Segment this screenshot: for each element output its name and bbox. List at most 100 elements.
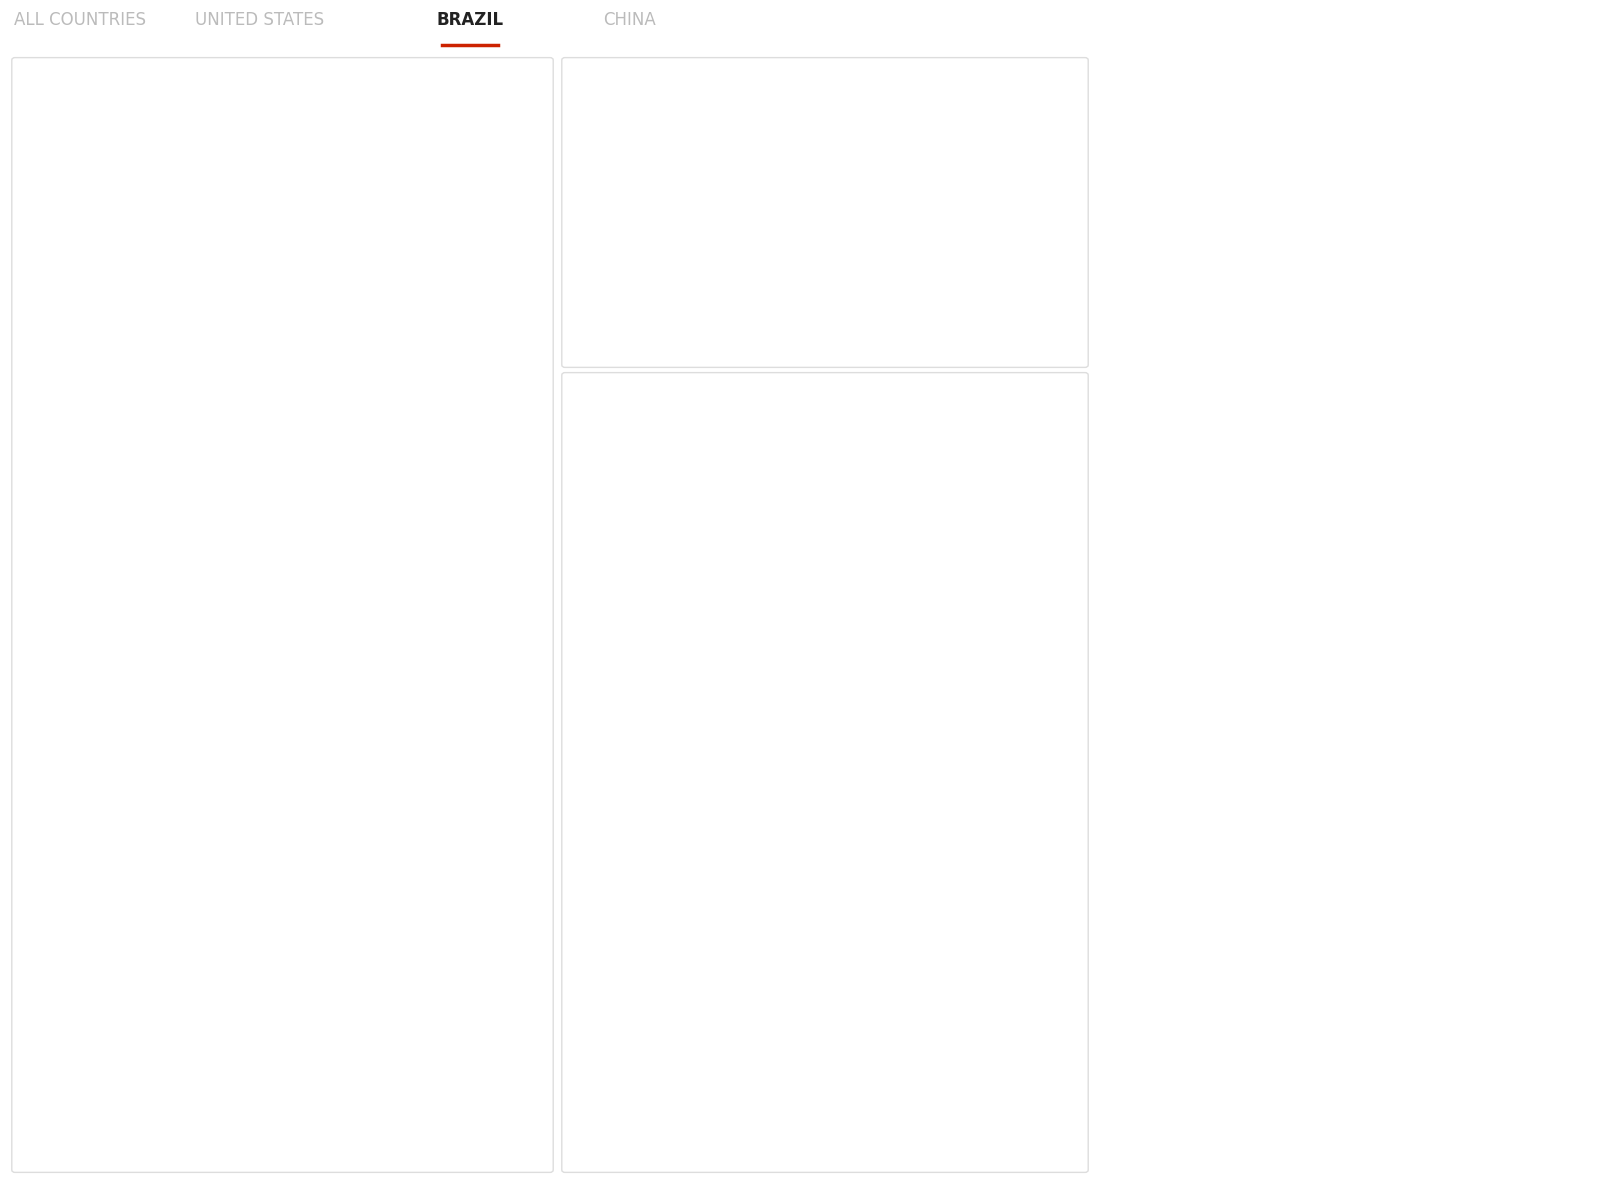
Bar	[128, 876, 141, 925]
Text: Cost: Cost	[302, 365, 338, 378]
Bar	[298, 859, 310, 876]
Bar	[222, 973, 235, 1153]
Bar	[608, 129, 808, 163]
Bar	[354, 859, 366, 909]
Bar	[523, 827, 536, 844]
Bar	[334, 876, 349, 892]
Bar	[410, 859, 424, 909]
Bar	[165, 941, 179, 950]
Bar	[146, 892, 160, 933]
Bar	[448, 909, 461, 941]
Bar	[448, 844, 461, 859]
Text: $23,731: $23,731	[725, 595, 782, 609]
Bar	[410, 770, 424, 844]
Bar	[184, 909, 197, 941]
Text: 16.1%: 16.1%	[894, 595, 942, 610]
Bar	[334, 958, 349, 1153]
Bar	[448, 941, 461, 1153]
Bar	[240, 859, 254, 876]
Bar	[203, 965, 216, 990]
Bar	[184, 941, 197, 1153]
Bar	[448, 762, 461, 844]
Bar	[53, 901, 66, 941]
Bar	[354, 844, 366, 859]
Bar	[203, 876, 216, 925]
Bar	[165, 982, 179, 1007]
Bar	[373, 925, 386, 933]
Bar	[354, 909, 366, 941]
Text: Sell-Thru Rate: Sell-Thru Rate	[586, 75, 750, 100]
Text: Revenue by Country: Revenue by Country	[586, 393, 826, 416]
Bar	[146, 958, 160, 1153]
Bar	[373, 965, 386, 990]
Text: 41.1%: 41.1%	[485, 364, 538, 380]
Text: CHINA: CHINA	[603, 11, 656, 29]
Bar	[90, 835, 104, 892]
Text: $67,804: $67,804	[725, 465, 782, 480]
Bar	[34, 762, 46, 827]
Bar	[315, 892, 330, 909]
Bar	[53, 950, 66, 982]
Text: 5.5%: 5.5%	[496, 313, 538, 327]
Bar	[410, 909, 424, 941]
Bar	[298, 795, 310, 859]
Bar	[165, 1007, 179, 1153]
Bar	[429, 958, 443, 1153]
Text: China: China	[574, 595, 619, 610]
Bar	[485, 827, 499, 844]
Bar	[467, 810, 480, 876]
Bar	[240, 787, 254, 859]
Bar	[315, 835, 330, 892]
Bar	[222, 950, 235, 973]
Bar	[70, 909, 85, 1153]
Bar	[109, 884, 122, 925]
Bar	[203, 990, 216, 1153]
Bar	[467, 958, 480, 1153]
Bar	[392, 835, 405, 892]
Bar	[523, 844, 536, 892]
Bar	[485, 844, 499, 892]
Bar	[334, 892, 349, 933]
Bar	[184, 844, 197, 859]
Bar	[222, 892, 235, 909]
Bar	[504, 803, 518, 819]
Bar	[259, 916, 274, 925]
Text: $42,746: $42,746	[725, 531, 782, 545]
Bar	[240, 876, 254, 925]
Text: D2C: D2C	[914, 107, 946, 121]
Bar	[128, 925, 141, 933]
Text: $6,218: $6,218	[387, 209, 435, 223]
Bar	[830, 163, 1030, 343]
Bar	[90, 950, 104, 973]
Text: United States: United States	[574, 465, 678, 480]
Bar	[203, 925, 216, 933]
Bar	[70, 746, 85, 810]
Bar	[146, 933, 160, 958]
Bar	[835, 459, 974, 486]
Text: Tax: Tax	[302, 313, 326, 327]
Bar	[467, 876, 480, 892]
Bar	[259, 990, 274, 1153]
Text: Fee: Fee	[302, 209, 328, 223]
Bar	[429, 925, 443, 958]
Bar	[392, 973, 405, 1153]
Wedge shape	[187, 170, 262, 258]
Text: $46,200: $46,200	[99, 262, 206, 287]
Wedge shape	[168, 154, 216, 211]
Bar	[410, 844, 424, 859]
Text: Net Profit: Net Profit	[302, 157, 379, 171]
Text: $50,252: $50,252	[379, 157, 435, 171]
Wedge shape	[152, 150, 181, 201]
Bar	[240, 958, 254, 1153]
Bar	[90, 909, 104, 950]
Bar	[70, 810, 85, 827]
Bar	[373, 876, 386, 925]
Text: UNITED STATES: UNITED STATES	[195, 11, 325, 29]
Bar	[504, 697, 518, 803]
Bar	[467, 933, 480, 958]
Bar	[109, 868, 122, 884]
Text: 14.9%: 14.9%	[485, 261, 538, 276]
Bar	[278, 1007, 291, 1153]
Bar	[298, 925, 310, 958]
Bar	[523, 925, 536, 1153]
